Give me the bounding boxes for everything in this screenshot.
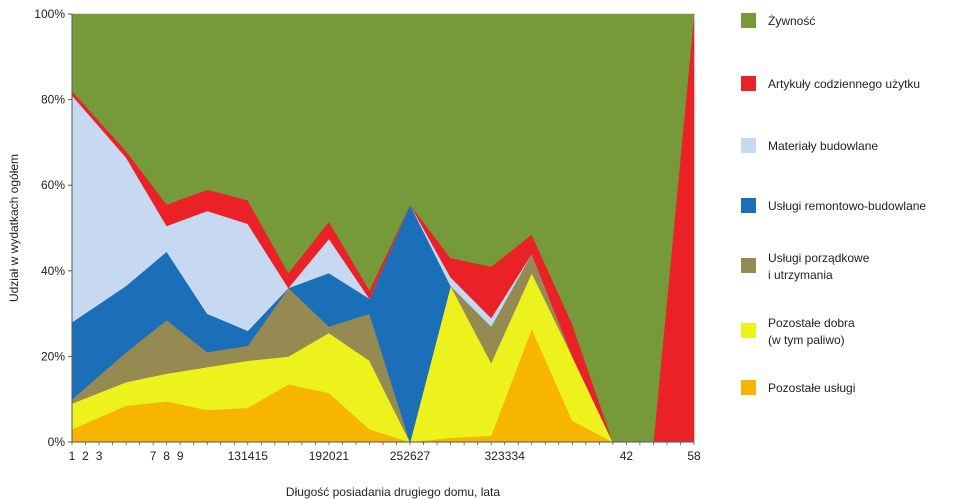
legend-swatch [741, 138, 756, 153]
y-tick-label: 40% [41, 264, 65, 278]
x-axis-title: Długość posiadania drugiego domu, lata [286, 485, 500, 499]
x-tick-label: 19 [309, 449, 323, 463]
legend-swatch [741, 198, 756, 213]
x-tick-label: 14 [241, 449, 255, 463]
legend-swatch [741, 13, 756, 28]
x-tick-label: 8 [163, 449, 170, 463]
x-tick-label: 20 [322, 449, 336, 463]
area-layer [71, 13, 695, 444]
legend-swatch [741, 258, 756, 273]
legend-item: Pozostałe usługi [741, 380, 855, 395]
legend-item: Usługi remontowo-budowlane [741, 198, 926, 213]
legend-item: Artykuły codziennego użytku [741, 76, 920, 91]
legend-label: Pozostałe dobra (w tym paliwo) [768, 316, 855, 347]
y-tick-label: 20% [41, 349, 65, 363]
legend-label: Żywność [768, 14, 815, 28]
legend: Żywność Artykuły codziennego użytku Materi… [741, 13, 926, 395]
x-tick-label: 32 [484, 449, 498, 463]
x-tick-label: 25 [390, 449, 404, 463]
legend-label: Materiały budowlane [768, 139, 878, 153]
x-tick-label: 15 [255, 449, 269, 463]
legend-swatch [741, 380, 756, 395]
y-axis-title: Udział w wydatkach ogółem [7, 154, 21, 302]
legend-swatch [741, 76, 756, 91]
y-tick-label: 0% [48, 435, 66, 449]
x-tick-label: 21 [336, 449, 350, 463]
x-tick-label: 42 [620, 449, 634, 463]
x-tick-label: 13 [228, 449, 242, 463]
x-tick-label: 34 [512, 449, 526, 463]
legend-swatch [741, 323, 756, 338]
legend-item: Pozostałe dobra (w tym paliwo) [741, 316, 855, 347]
x-tick-label: 58 [687, 449, 701, 463]
y-tick-label: 80% [41, 93, 65, 107]
legend-label: Pozostałe usługi [768, 381, 855, 395]
y-tick-label: 100% [34, 7, 65, 21]
x-tick-label: 9 [177, 449, 184, 463]
area-series-6 [71, 13, 695, 443]
x-tick-label: 27 [417, 449, 431, 463]
x-tick-label: 33 [498, 449, 512, 463]
legend-label: Usługi remontowo-budowlane [768, 199, 926, 213]
legend-item: Usługi porządkowe i utrzymania [741, 251, 870, 282]
x-tick-label: 3 [96, 449, 103, 463]
x-tick-label: 2 [82, 449, 89, 463]
legend-item: Żywność [741, 13, 815, 28]
legend-item: Materiały budowlane [741, 138, 878, 153]
axes: 0% 20% 40% 60% 80% 100% 1 2 3 7 8 9 13 14 15 19 20 21 25 26… [7, 7, 701, 499]
legend-label: Usługi porządkowe i utrzymania [768, 251, 870, 282]
legend-label: Artykuły codziennego użytku [768, 77, 920, 91]
x-tick-label: 1 [69, 449, 76, 463]
x-tick-label: 26 [403, 449, 417, 463]
x-tick-label: 7 [150, 449, 157, 463]
y-tick-label: 60% [41, 178, 65, 192]
